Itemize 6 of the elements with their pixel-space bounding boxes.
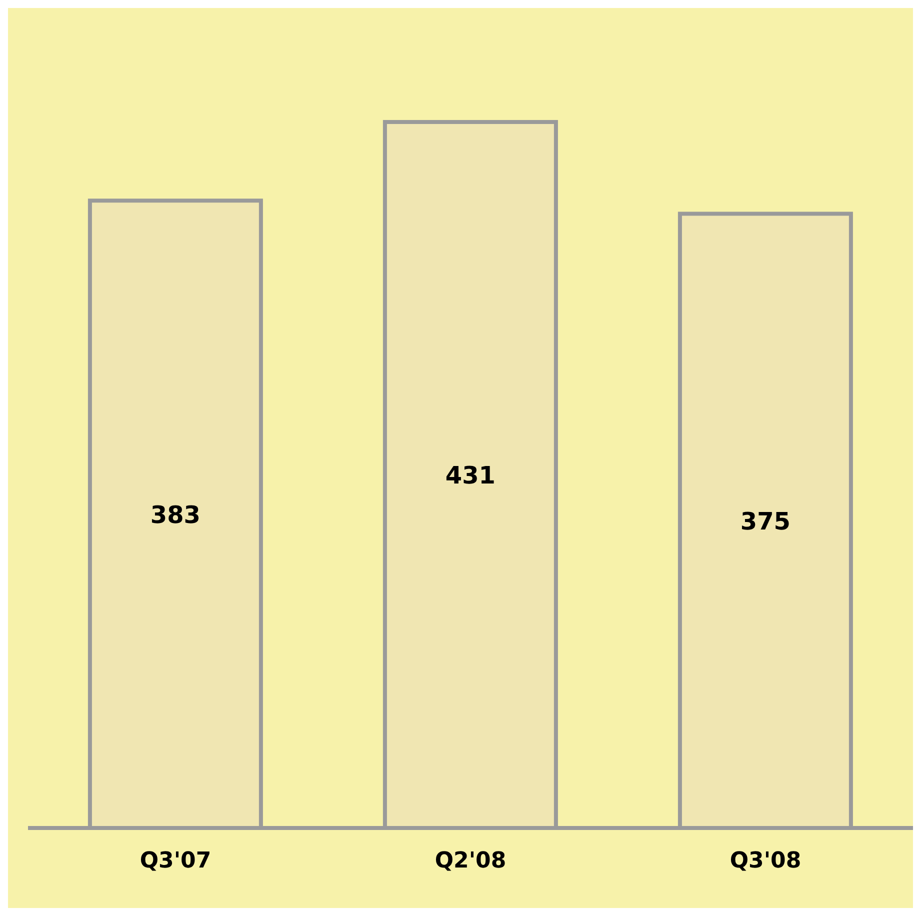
data-label: 375 bbox=[740, 507, 791, 536]
data-label: 431 bbox=[445, 462, 496, 490]
x-tick-label: Q2'08 bbox=[434, 848, 506, 874]
data-label: 383 bbox=[150, 500, 201, 529]
x-tick-label: Q3'08 bbox=[730, 848, 802, 874]
x-tick-label: Q3'07 bbox=[140, 848, 212, 874]
